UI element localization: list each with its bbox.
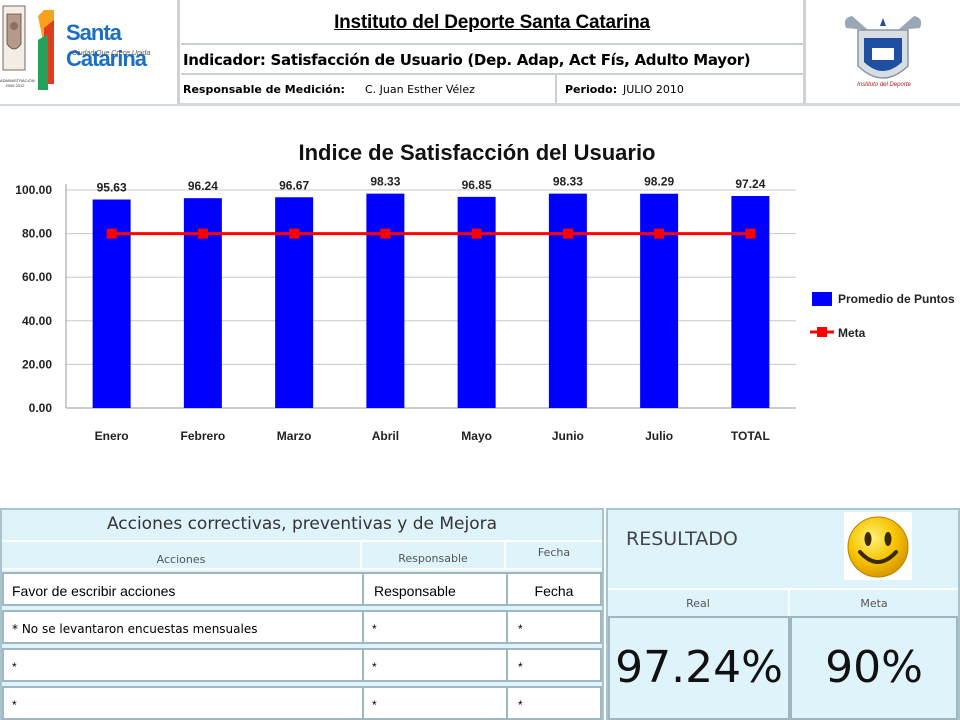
chart-value-labels: 95.63 96.24 96.67 98.33 96.85 98.33 98.29 97.24 (97, 175, 766, 195)
meta-point (471, 228, 482, 239)
chart-bar (640, 193, 679, 408)
x-tick-label: Junio (552, 429, 584, 443)
chart-title: Indice de Satisfacción del Usuario (299, 140, 656, 165)
y-tick-label: 100.00 (15, 183, 52, 197)
chart-gridlines (66, 189, 796, 409)
bar-value-label: 97.24 (735, 177, 765, 191)
meta-point (654, 228, 665, 239)
result-panel: RESULTADO Real Meta 97.24% 90% (606, 508, 960, 720)
santa-catarina-logo: ADMINISTRACIÓN 2009 2012 Santa Catarina … (0, 0, 180, 104)
responsible-label: Responsable de Medición: (183, 83, 345, 96)
table-row-1-fecha[interactable]: * (506, 610, 602, 644)
real-label: Real (608, 588, 790, 616)
indicator-text: Indicador: Satisfacción de Usuario (Dep.… (183, 51, 751, 69)
bar-value-label: 98.33 (553, 175, 583, 189)
y-tick-label: 80.00 (22, 227, 52, 241)
col-responsable: Responsable (362, 542, 506, 570)
meta-point (197, 228, 208, 239)
bar-value-label: 96.67 (279, 178, 309, 192)
legend-label-promedio: Promedio de Puntos (838, 292, 955, 306)
actions-header-fecha[interactable]: Fecha (506, 572, 602, 606)
meta-point (106, 228, 117, 239)
satisfaction-chart: Indice de Satisfacción del Usuario 0.00 2… (15, 140, 955, 443)
legend-marker-meta (817, 327, 827, 337)
real-value: 97.24% (608, 616, 790, 720)
actions-panel: Acciones correctivas, preventivas y de M… (0, 508, 604, 720)
actions-title-row: Acciones correctivas, preventivas y de M… (2, 510, 602, 542)
meta-point (289, 228, 300, 239)
period-label: Periodo: (565, 83, 618, 96)
col-responsable-label: Responsable (398, 552, 468, 565)
chart-bar (457, 196, 496, 408)
result-label: RESULTADO (626, 528, 738, 550)
bar-value-label: 96.85 (462, 178, 492, 192)
y-tick-label: 60.00 (22, 270, 52, 284)
bar-value-label: 98.33 (370, 175, 400, 189)
x-tick-label: Enero (95, 429, 129, 443)
legend-label-meta: Meta (838, 326, 866, 340)
legend-swatch-promedio (812, 292, 832, 306)
y-tick-label: 0.00 (29, 401, 53, 415)
municipal-seal-icon (2, 5, 26, 71)
table-row-2-fecha[interactable]: * (506, 648, 602, 682)
y-tick-label: 40.00 (22, 314, 52, 328)
responsible-value: C. Juan Esther Vélez (365, 83, 475, 96)
chart-bar (731, 196, 770, 408)
header (0, 0, 960, 106)
actions-title: Acciones correctivas, preventivas y de M… (106, 514, 498, 534)
chart-bars (92, 193, 770, 408)
smiley-face-icon (844, 512, 912, 580)
seal-caption: ADMINISTRACIÓN 2009 2012 (0, 78, 35, 88)
meta-label: Meta (790, 588, 958, 616)
col-fecha: Fecha (506, 542, 602, 570)
x-tick-label: Mayo (461, 429, 492, 443)
page-title: Instituto del Deporte Santa Catarina (334, 12, 650, 33)
right-logo-text: Instituto del Deporte (857, 82, 911, 88)
bar-value-label: 98.29 (644, 175, 674, 189)
col-acciones-label: Acciones (156, 553, 206, 566)
instituto-deporte-shield-icon (844, 16, 922, 79)
bar-value-label: 95.63 (97, 181, 127, 195)
table-row-2-accion[interactable]: * (2, 648, 364, 682)
y-tick-label: 20.00 (22, 357, 52, 371)
table-row-3-responsable[interactable]: * (362, 686, 508, 720)
period-row: Periodo: JULIO 2010 (557, 75, 803, 104)
meta-value: 90% (790, 616, 958, 720)
responsible-row: Responsable de Medición: C. Juan Esther … (181, 75, 557, 104)
col-acciones: Acciones (2, 542, 362, 570)
table-row-2-responsable[interactable]: * (362, 648, 508, 682)
chart-bar (366, 193, 405, 408)
period-value: JULIO 2010 (623, 83, 684, 96)
table-row-1-responsable[interactable]: * (362, 610, 508, 644)
chart-bar (548, 193, 587, 408)
meta-point (745, 228, 756, 239)
brand-tagline: Ciudad Que Crece Unida (72, 50, 151, 57)
col-fecha-label: Fecha (537, 546, 571, 559)
instituto-deporte-logo: Instituto del Deporte (803, 0, 960, 104)
actions-header-responsable[interactable]: Responsable (362, 572, 508, 606)
actions-header-accion[interactable]: Favor de escribir acciones (2, 572, 364, 606)
page-title-row: Instituto del Deporte Santa Catarina (181, 0, 803, 45)
meta-point (562, 228, 573, 239)
table-row-1-accion[interactable]: * No se levantaron encuestas mensuales (2, 610, 364, 644)
x-tick-label: Abril (372, 429, 399, 443)
bar-value-label: 96.24 (188, 179, 218, 193)
table-row-3-fecha[interactable]: * (506, 686, 602, 720)
x-tick-label: Julio (645, 429, 673, 443)
chart-meta-line (106, 228, 756, 239)
chart-y-axis: 0.00 20.00 40.00 60.00 80.00 100.00 (15, 183, 796, 415)
x-tick-label: Marzo (277, 429, 312, 443)
x-tick-label: TOTAL (731, 429, 770, 443)
x-tick-label: Febrero (181, 429, 226, 443)
santa-catarina-brand-icon (38, 10, 54, 90)
brand-name: Santa Catarina (66, 20, 147, 71)
meta-point (380, 228, 391, 239)
table-row-3-accion[interactable]: * (2, 686, 364, 720)
chart-legend: Promedio de Puntos Meta (810, 292, 955, 340)
chart-x-axis: Enero Febrero Marzo Abril Mayo Junio Julio TOTA… (95, 429, 770, 443)
indicator-row: Indicador: Satisfacción de Usuario (Dep.… (181, 45, 803, 75)
